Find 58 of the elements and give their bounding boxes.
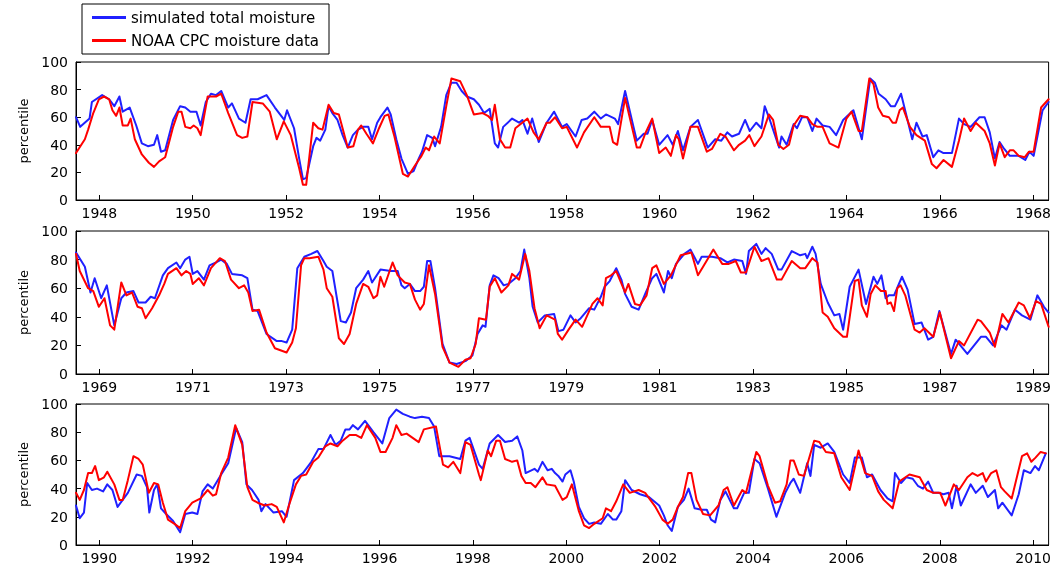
legend-label: simulated total moisture xyxy=(131,8,316,27)
x-tick-label: 1983 xyxy=(735,379,771,395)
x-tick-label: 2008 xyxy=(921,550,958,566)
x-tick-label: 1975 xyxy=(361,379,398,395)
x-tick-label: 1969 xyxy=(81,379,118,395)
x-tick-label: 1971 xyxy=(174,379,211,395)
x-tick-label: 1998 xyxy=(455,550,491,566)
x-tick-label: 1964 xyxy=(828,205,865,221)
y-tick-label: 60 xyxy=(50,280,68,297)
y-tick-label: 0 xyxy=(59,366,68,382)
y-tick-label: 40 xyxy=(50,480,68,497)
x-tick-label: 2004 xyxy=(735,550,771,566)
y-tick-label: 60 xyxy=(50,109,68,126)
x-tick-label: 1960 xyxy=(641,205,678,221)
legend-label: NOAA CPC moisture data xyxy=(131,31,320,50)
x-tick-label: 1973 xyxy=(268,379,304,395)
y-tick-label: 80 xyxy=(50,81,68,98)
x-tick-label: 1985 xyxy=(828,379,865,395)
y-tick-label: 80 xyxy=(50,251,68,268)
x-tick-label: 1990 xyxy=(81,550,118,566)
x-tick-label: 1977 xyxy=(455,379,491,395)
x-tick-label: 1992 xyxy=(174,550,211,566)
x-tick-label: 1987 xyxy=(921,379,958,395)
x-tick-label: 1989 xyxy=(1015,379,1052,395)
x-tick-label: 1996 xyxy=(361,550,398,566)
line-series xyxy=(75,408,1047,534)
x-tick-label: 1979 xyxy=(548,379,585,395)
x-tick-label: 2002 xyxy=(641,550,678,566)
y-tick-label: 20 xyxy=(50,164,68,181)
y-tick-label: 40 xyxy=(50,136,68,153)
x-tick-label: 1966 xyxy=(921,205,958,221)
x-tick-label: 2000 xyxy=(548,550,585,566)
x-tick-label: 1950 xyxy=(174,205,211,221)
x-tick-label: 2010 xyxy=(1015,550,1052,566)
y-tick-label: 100 xyxy=(41,223,68,239)
y-axis-title: percentile xyxy=(16,269,32,336)
y-tick-label: 80 xyxy=(50,424,68,441)
y-tick-label: 60 xyxy=(50,452,68,469)
y-tick-label: 20 xyxy=(50,337,68,354)
x-tick-label: 1952 xyxy=(268,205,304,221)
line-series xyxy=(75,424,1047,530)
y-tick-label: 20 xyxy=(50,508,68,525)
y-axis-title: percentile xyxy=(16,98,32,164)
x-tick-label: 2006 xyxy=(828,550,865,566)
x-tick-label: 1954 xyxy=(361,205,398,221)
x-tick-label: 1956 xyxy=(455,205,491,221)
x-tick-label: 1981 xyxy=(641,379,678,395)
y-tick-label: 100 xyxy=(41,54,68,70)
y-tick-label: 40 xyxy=(50,308,68,325)
y-tick-label: 0 xyxy=(59,537,68,553)
x-tick-label: 1962 xyxy=(735,205,771,221)
x-tick-label: 1958 xyxy=(548,205,585,221)
x-tick-label: 1948 xyxy=(81,205,118,221)
y-axis-title: percentile xyxy=(16,441,32,508)
y-tick-label: 100 xyxy=(41,396,68,412)
x-tick-label: 1968 xyxy=(1015,205,1052,221)
y-tick-label: 0 xyxy=(59,192,68,208)
x-tick-label: 1994 xyxy=(268,550,305,566)
